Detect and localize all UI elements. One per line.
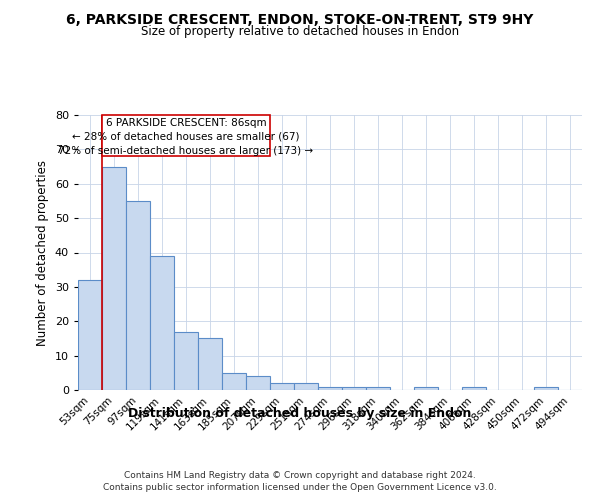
Bar xyxy=(198,338,222,390)
Bar xyxy=(246,376,270,390)
Bar xyxy=(366,386,390,390)
Bar xyxy=(222,373,246,390)
Y-axis label: Number of detached properties: Number of detached properties xyxy=(36,160,49,346)
Text: Contains public sector information licensed under the Open Government Licence v3: Contains public sector information licen… xyxy=(103,484,497,492)
Bar xyxy=(174,332,198,390)
Bar xyxy=(414,386,438,390)
Text: Contains HM Land Registry data © Crown copyright and database right 2024.: Contains HM Land Registry data © Crown c… xyxy=(124,471,476,480)
Text: Size of property relative to detached houses in Endon: Size of property relative to detached ho… xyxy=(141,25,459,38)
Bar xyxy=(126,201,150,390)
Bar xyxy=(78,280,102,390)
Text: Distribution of detached houses by size in Endon: Distribution of detached houses by size … xyxy=(128,408,472,420)
Bar xyxy=(270,383,294,390)
Bar xyxy=(342,386,366,390)
Text: 6 PARKSIDE CRESCENT: 86sqm
← 28% of detached houses are smaller (67)
72% of semi: 6 PARKSIDE CRESCENT: 86sqm ← 28% of deta… xyxy=(58,118,314,156)
Bar xyxy=(294,383,318,390)
Bar xyxy=(318,386,342,390)
Bar xyxy=(150,256,174,390)
FancyBboxPatch shape xyxy=(102,115,270,156)
Bar xyxy=(534,386,558,390)
Bar xyxy=(462,386,486,390)
Bar xyxy=(102,166,126,390)
Text: 6, PARKSIDE CRESCENT, ENDON, STOKE-ON-TRENT, ST9 9HY: 6, PARKSIDE CRESCENT, ENDON, STOKE-ON-TR… xyxy=(67,12,533,26)
